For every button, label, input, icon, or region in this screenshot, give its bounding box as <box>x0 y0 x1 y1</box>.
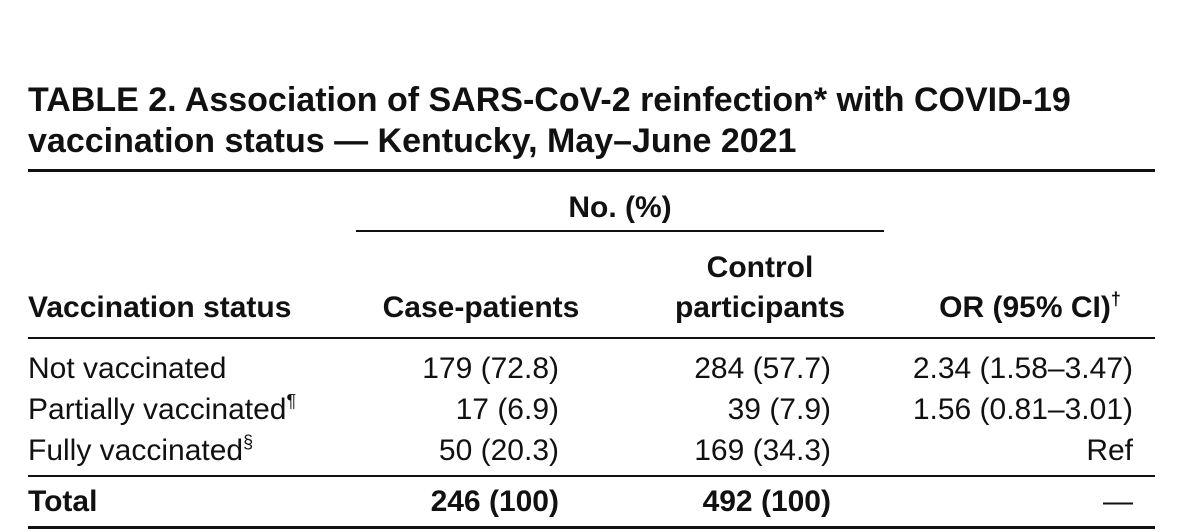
column-header-control-line-2: participants <box>674 291 846 324</box>
column-header-or: OR (95% CI)† <box>905 288 1155 328</box>
footnote-mark: ¶ <box>286 391 297 411</box>
column-header-control-participants: Control participants <box>640 248 880 328</box>
odds-ratio-value: 2.34 (1.58–3.47) <box>912 352 1133 385</box>
row-label: Not vaccinated <box>28 352 227 385</box>
table-title-line-1: TABLE 2. Association of SARS-CoV-2 reinf… <box>28 81 1071 119</box>
footnote-mark: § <box>243 432 254 452</box>
case-patients-value: 50 (20.3) <box>438 434 559 467</box>
row-label: Partially vaccinated¶ <box>28 391 297 426</box>
column-header-vaccination-status: Vaccination status <box>28 291 292 324</box>
case-patients-total: 246 (100) <box>430 485 559 518</box>
case-patients-value: 17 (6.9) <box>455 393 559 426</box>
table-title-line-2: vaccination status — Kentucky, May–June … <box>28 122 797 160</box>
odds-ratio-value: 1.56 (0.81–3.01) <box>912 393 1133 426</box>
row-label: Fully vaccinated§ <box>28 432 254 467</box>
spanning-header-rule <box>356 230 884 232</box>
case-patients-value: 179 (72.8) <box>422 352 559 385</box>
column-header-case-patients: Case-patients <box>382 291 580 324</box>
control-participants-value: 39 (7.9) <box>727 393 831 426</box>
control-participants-value: 284 (57.7) <box>694 352 831 385</box>
total-rule <box>28 475 1155 477</box>
table-title: TABLE 2. Association of SARS-CoV-2 reinf… <box>28 80 1168 162</box>
bottom-rule <box>28 526 1155 529</box>
or-header-footnote-mark: † <box>1110 289 1121 309</box>
total-label: Total <box>28 485 98 518</box>
column-header-control-line-1: Control <box>706 251 814 284</box>
header-rule <box>28 337 1155 339</box>
or-header-label: OR (95% CI) <box>939 291 1111 324</box>
odds-ratio-value: Ref <box>1086 434 1133 467</box>
spanning-header: No. (%) <box>568 191 672 224</box>
odds-ratio-total: — <box>1103 485 1133 518</box>
top-rule <box>28 169 1155 172</box>
control-participants-total: 492 (100) <box>702 485 831 518</box>
control-participants-value: 169 (34.3) <box>694 434 831 467</box>
